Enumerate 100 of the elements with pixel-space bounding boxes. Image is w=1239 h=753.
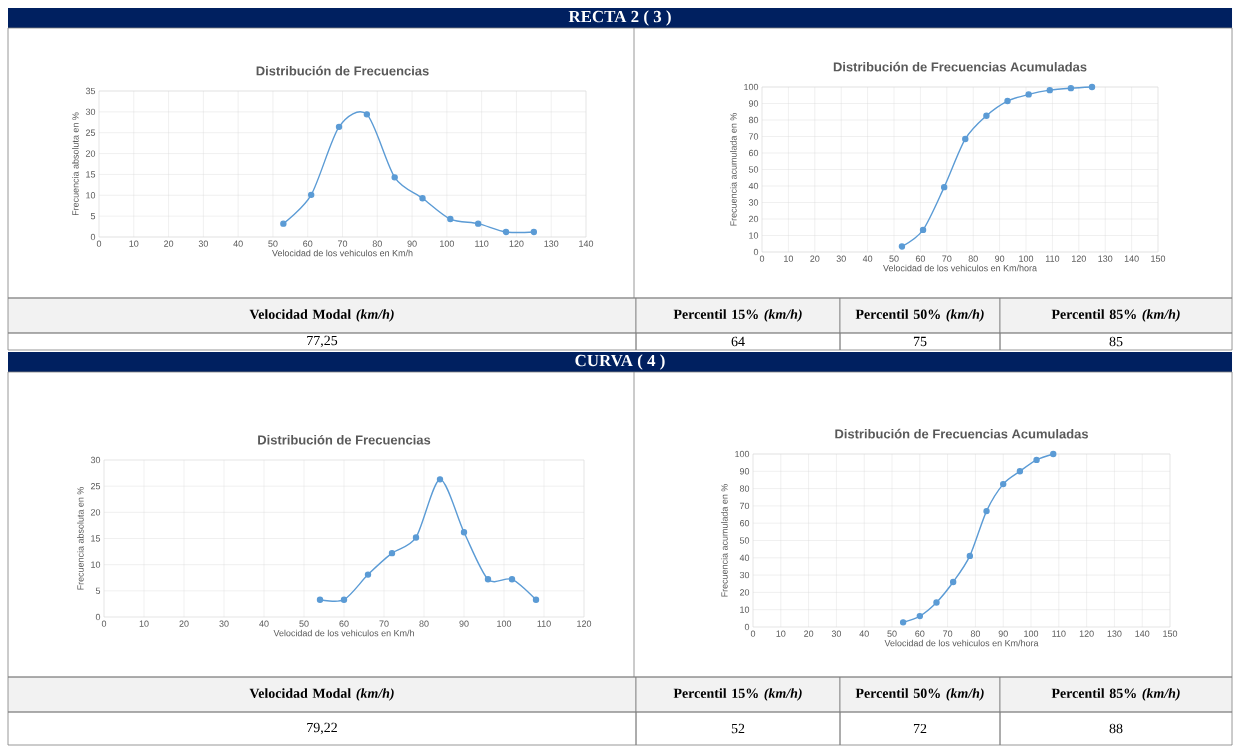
x-tick-label: 110 — [1052, 630, 1066, 637]
y-tick-label: 50 — [748, 166, 759, 173]
text: Velocidad Modal (km/h) — [249, 688, 394, 701]
text: 72 — [913, 723, 927, 734]
text: 75 — [913, 336, 927, 347]
point — [1004, 97, 1011, 105]
y-tick-label: 100 — [744, 83, 759, 91]
y-axis-title: Frecuencia absoluta en % — [77, 487, 84, 590]
point — [1033, 456, 1040, 464]
x-tick-label: 120 — [509, 240, 524, 247]
x-axis-title: Velocidad de los vehiculos en Km/hora — [883, 264, 1037, 272]
point — [1046, 86, 1053, 94]
point — [391, 174, 398, 181]
x-tick-label: 110 — [475, 240, 489, 247]
point — [419, 195, 426, 202]
text: Percentil 15% (km/h) — [673, 688, 802, 701]
y-tick-label: 10 — [749, 232, 759, 239]
x-tick-label: 90 — [995, 255, 1005, 262]
x-tick-label: 140 — [1135, 630, 1150, 637]
x-tick-label: 90 — [407, 240, 417, 247]
point — [412, 534, 420, 541]
point — [1088, 83, 1096, 91]
point — [508, 576, 516, 583]
y-axis-title: Frecuencia acumulada en % — [721, 484, 728, 597]
y-tick-label: 90 — [739, 468, 750, 475]
text: Percentil 50% (km/h) — [855, 688, 984, 701]
x-tick-label: 60 — [915, 255, 926, 262]
x-tick-label: 80 — [970, 630, 981, 637]
point — [940, 183, 948, 191]
point — [933, 599, 940, 606]
chart-title: Distribución de Frecuencias Acumuladas — [835, 428, 1088, 439]
y-tick-label: 0 — [90, 233, 96, 241]
x-tick-label: 130 — [1098, 255, 1113, 262]
point — [308, 191, 315, 199]
x-tick-label: 40 — [859, 630, 869, 637]
point — [1000, 480, 1007, 488]
x-tick-label: 40 — [233, 240, 243, 247]
y-tick-label: 40 — [739, 554, 750, 561]
x-tick-label: 70 — [379, 620, 389, 627]
y-tick-label: 30 — [90, 456, 101, 464]
y-tick-label: 50 — [739, 537, 750, 544]
x-tick-label: 110 — [1045, 255, 1060, 262]
text: 64 — [731, 336, 745, 347]
x-tick-label: 130 — [544, 240, 559, 247]
y-tick-label: 15 — [91, 535, 101, 542]
x-tick-label: 50 — [887, 630, 897, 637]
y-tick-label: 70 — [748, 133, 759, 140]
x-tick-label: 90 — [998, 630, 1008, 637]
point — [966, 552, 974, 560]
x-tick-label: 20 — [810, 255, 820, 262]
x-tick-label: 120 — [1079, 630, 1094, 637]
y-tick-label: 0 — [95, 613, 101, 621]
y-tick-label: 20 — [748, 215, 759, 223]
y-tick-label: 80 — [748, 116, 759, 124]
text: RECTA 2 ( 3 ) — [568, 10, 671, 26]
point — [335, 123, 343, 131]
y-tick-label: 20 — [739, 589, 750, 596]
point — [388, 549, 396, 557]
x-tick-label: 70 — [337, 240, 348, 247]
x-tick-label: 100 — [440, 240, 454, 247]
x-tick-label: 0 — [759, 255, 765, 262]
text: Percentil 50% (km/h) — [855, 309, 984, 322]
point — [916, 612, 924, 620]
point — [447, 215, 454, 223]
y-tick-label: 5 — [95, 587, 101, 594]
text: Percentil 85% (km/h) — [1051, 309, 1180, 322]
y-tick-label: 10 — [86, 192, 96, 199]
x-tick-label: 140 — [579, 240, 594, 247]
y-tick-label: 40 — [748, 182, 759, 190]
x-tick-label: 80 — [372, 240, 382, 247]
y-tick-label: 15 — [86, 171, 96, 178]
text: Percentil 85% (km/h) — [1051, 688, 1180, 701]
x-tick-label: 50 — [889, 255, 899, 262]
point — [983, 112, 990, 119]
x-tick-label: 60 — [915, 630, 925, 637]
x-tick-label: 150 — [1163, 630, 1178, 637]
y-tick-label: 30 — [85, 108, 96, 116]
point — [530, 228, 538, 236]
x-tick-label: 20 — [164, 240, 174, 247]
x-tick-label: 50 — [299, 620, 309, 627]
point — [983, 507, 990, 515]
y-tick-label: 0 — [753, 248, 759, 256]
point — [532, 596, 540, 603]
text: 52 — [731, 723, 745, 734]
point — [340, 596, 348, 603]
x-tick-label: 10 — [139, 620, 149, 627]
y-tick-label: 5 — [90, 213, 96, 220]
x-axis-title: Velocidad de los vehiculos en Km/h — [272, 249, 413, 257]
y-axis-title: Frecuencia acumulada en % — [730, 113, 737, 226]
x-tick-label: 100 — [1024, 630, 1039, 637]
text: CURVA ( 4 ) — [575, 354, 665, 370]
point — [1050, 450, 1057, 458]
y-tick-label: 80 — [739, 485, 750, 492]
point — [502, 228, 510, 236]
x-tick-label: 80 — [968, 255, 978, 262]
x-axis-title: Velocidad de los vehiculos en Km/hora — [884, 639, 1039, 647]
x-tick-label: 100 — [497, 620, 512, 627]
y-tick-label: 20 — [90, 509, 101, 516]
point — [898, 243, 906, 250]
x-tick-label: 20 — [179, 620, 189, 627]
